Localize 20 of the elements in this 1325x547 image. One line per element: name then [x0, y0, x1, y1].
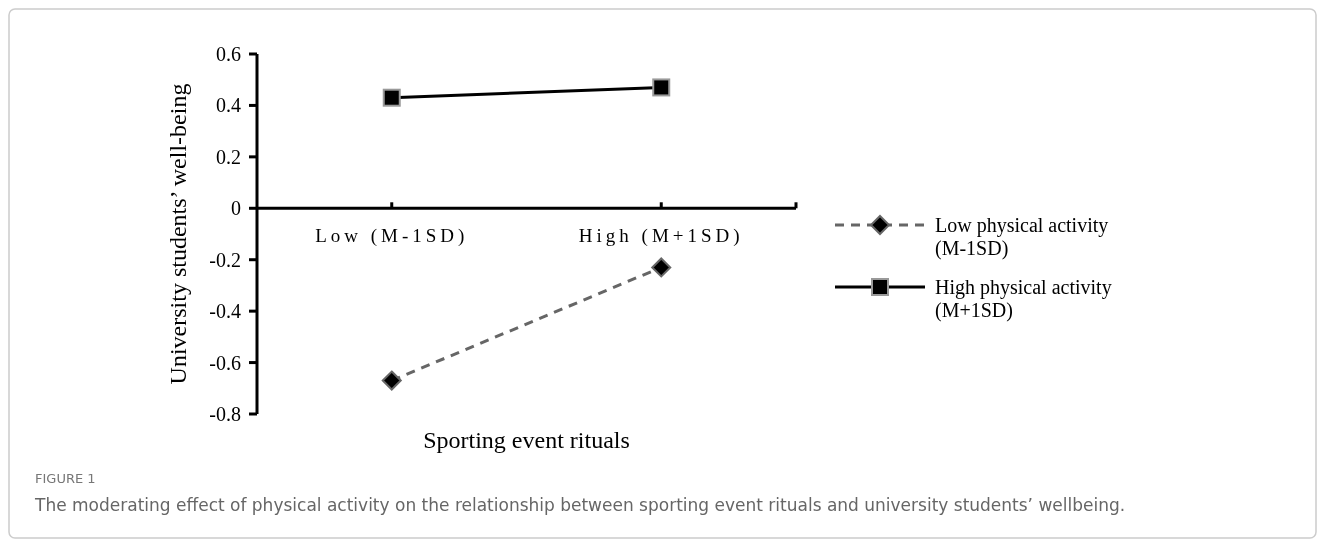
legend-label: High physical activity (M+1SD) [935, 276, 1112, 322]
x-tick-label: Low (M-1SD) [315, 225, 469, 248]
x-axis-title: Sporting event rituals [423, 427, 630, 453]
y-tick-label: 0.4 [216, 94, 241, 117]
point [382, 88, 401, 107]
legend-label: Low physical activity (M-1SD) [935, 214, 1109, 260]
x-tick-label: High (M+1SD) [578, 225, 744, 248]
y-tick-label: -0.8 [209, 403, 241, 425]
point [651, 257, 672, 278]
y-tick-label: 0.2 [216, 145, 241, 168]
point [652, 78, 671, 97]
y-tick-label: -0.4 [209, 300, 241, 323]
y-tick-label: -0.6 [209, 351, 241, 374]
text: The moderating effect of physical activity on the relationship between sporting event rituals and university students’ wellbeing. [34, 495, 1126, 515]
y-tick-label: -0.2 [209, 248, 241, 271]
y-tick-label: 0.6 [216, 43, 241, 65]
point [381, 370, 402, 391]
caption: FIGURE 1 [35, 471, 96, 486]
y-axis-title: University students’ well-being [165, 83, 191, 385]
y-tick-label: 0 [231, 197, 241, 220]
